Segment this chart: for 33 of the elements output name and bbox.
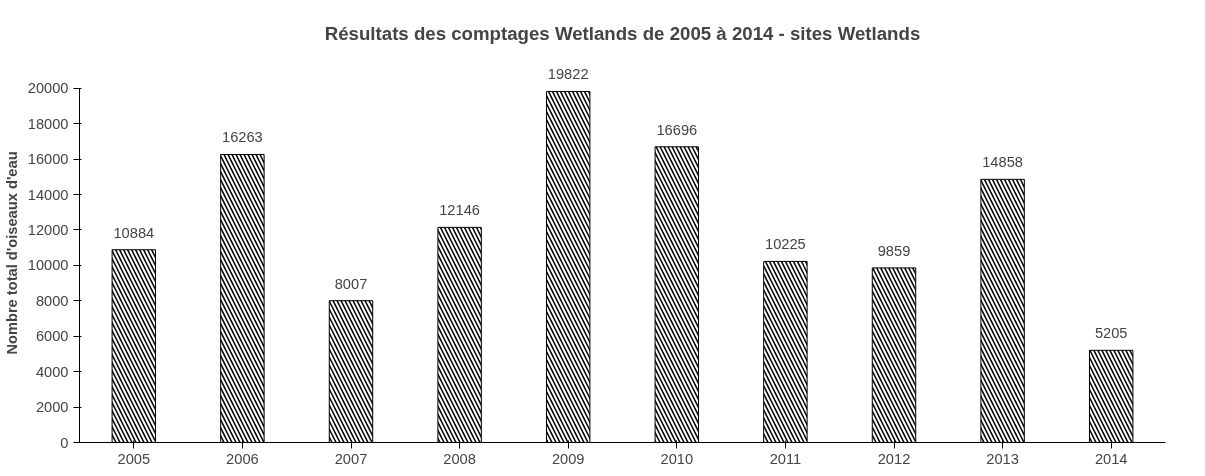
data-label: 9859 bbox=[877, 242, 911, 259]
x-tick-label: 2009 bbox=[551, 450, 585, 467]
x-tick-label: 2014 bbox=[1094, 450, 1128, 467]
y-tick-label: 2000 bbox=[35, 399, 69, 416]
data-label: 10884 bbox=[113, 224, 155, 241]
y-axis-title: Nombre total d'oiseaux d'eau bbox=[3, 151, 20, 355]
x-tick-label: 2012 bbox=[877, 450, 911, 467]
y-tick-label: 8000 bbox=[35, 292, 69, 309]
y-tick-label: 18000 bbox=[27, 115, 69, 132]
y-tick-label: 10000 bbox=[27, 257, 69, 274]
y-tick-label: 6000 bbox=[35, 328, 69, 345]
data-label: 10225 bbox=[765, 236, 806, 253]
y-tick-label: 14000 bbox=[27, 186, 69, 203]
data-label: 5205 bbox=[1094, 325, 1128, 342]
chart-title: Résultats des comptages Wetlands de 2005 à 2014 - sites Wetlands bbox=[324, 22, 921, 44]
y-tick-label: 12000 bbox=[27, 221, 69, 238]
data-label: 14858 bbox=[982, 154, 1023, 171]
x-tick-label: 2008 bbox=[443, 450, 476, 467]
data-label: 19822 bbox=[547, 66, 589, 83]
x-tick-label: 2011 bbox=[769, 450, 802, 467]
y-tick-label: 0 bbox=[60, 434, 69, 451]
y-tick-label: 16000 bbox=[27, 151, 69, 168]
data-label: 16263 bbox=[222, 129, 263, 146]
y-tick-label: 4000 bbox=[35, 363, 69, 380]
y-tick-label: 20000 bbox=[27, 80, 69, 97]
x-tick-label: 2005 bbox=[117, 450, 151, 467]
x-tick-label: 2007 bbox=[334, 450, 368, 467]
data-label: 12146 bbox=[439, 202, 480, 219]
x-tick-label: 2010 bbox=[660, 450, 694, 467]
x-tick-label: 2013 bbox=[986, 450, 1019, 467]
x-tick-label: 2006 bbox=[226, 450, 259, 467]
data-label: 8007 bbox=[334, 275, 368, 292]
data-label: 16696 bbox=[656, 121, 698, 138]
